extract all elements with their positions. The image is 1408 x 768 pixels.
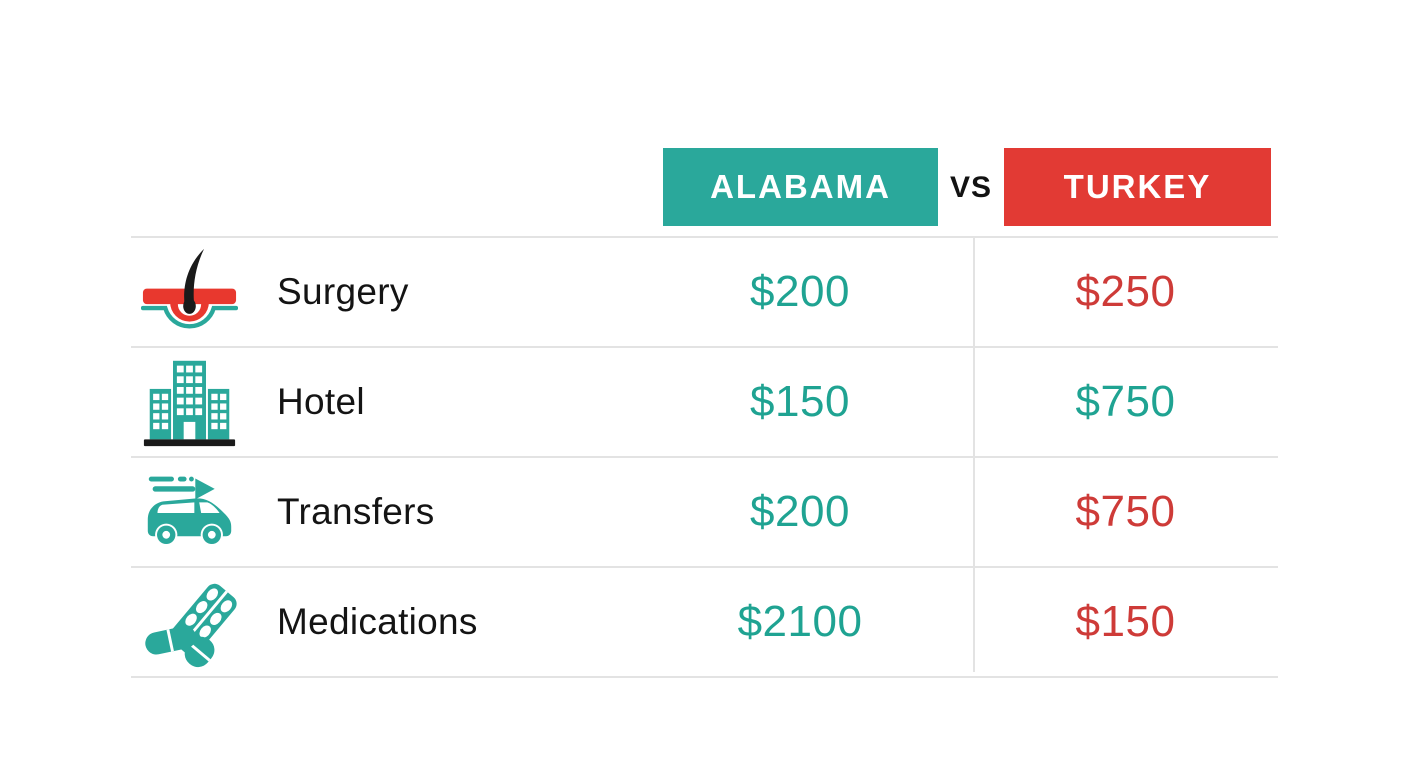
row-header-surgery: Surgery bbox=[131, 244, 627, 341]
header-alabama-badge: ALABAMA bbox=[663, 148, 938, 226]
table-row-medications: Medications $2100 $150 bbox=[131, 568, 1278, 678]
table-row-transfers: Transfers $200 $750 bbox=[131, 458, 1278, 568]
header-turkey-label: TURKEY bbox=[1063, 168, 1212, 205]
row-header-hotel: Hotel bbox=[131, 354, 627, 451]
hotel-buildings-icon bbox=[141, 354, 238, 451]
alabama-price: $200 bbox=[750, 267, 850, 316]
pills-icon bbox=[141, 574, 238, 671]
table-row-surgery: Surgery $200 $250 bbox=[131, 238, 1278, 348]
turkey-price: $150 bbox=[1075, 597, 1176, 646]
row-label: Surgery bbox=[277, 271, 409, 312]
turkey-price: $750 bbox=[1075, 377, 1176, 426]
vs-label: VS bbox=[949, 171, 993, 204]
hair-follicle-icon bbox=[141, 244, 238, 341]
column-divider bbox=[973, 238, 975, 672]
header-turkey-badge: TURKEY bbox=[1004, 148, 1271, 226]
row-header-medications: Medications bbox=[131, 574, 627, 671]
shuttle-van-icon bbox=[141, 464, 238, 561]
alabama-price: $2100 bbox=[737, 597, 863, 646]
alabama-price: $150 bbox=[750, 377, 850, 426]
row-header-transfers: Transfers bbox=[131, 464, 627, 561]
table-row-hotel: Hotel $150 $750 bbox=[131, 348, 1278, 458]
row-label: Medications bbox=[277, 601, 478, 642]
header-alabama-label: ALABAMA bbox=[710, 168, 891, 205]
turkey-price: $250 bbox=[1075, 267, 1176, 316]
row-label: Hotel bbox=[277, 381, 365, 422]
turkey-price: $750 bbox=[1075, 487, 1176, 536]
row-label: Transfers bbox=[277, 491, 435, 532]
comparison-table: Surgery $200 $250 bbox=[131, 236, 1278, 678]
alabama-price: $200 bbox=[750, 487, 850, 536]
